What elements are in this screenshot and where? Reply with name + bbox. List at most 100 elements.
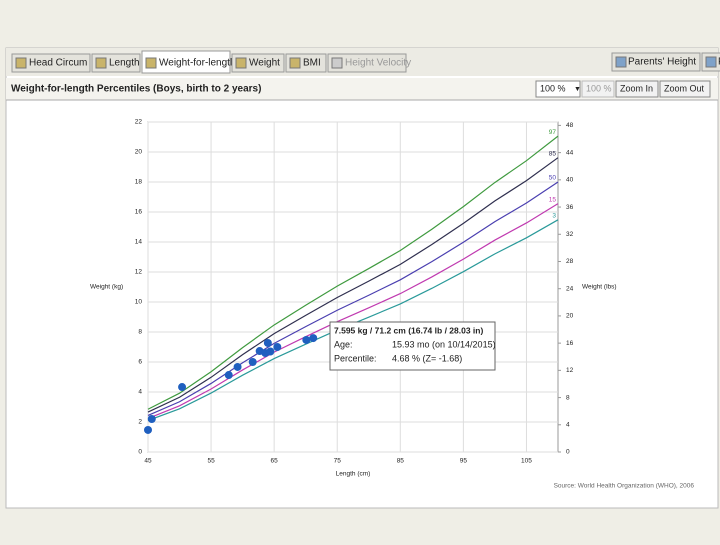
tab-icon[interactable] (235, 57, 247, 69)
y-tick-label: 10 (135, 299, 143, 306)
tab[interactable]: Length (91, 53, 141, 73)
patient-point[interactable] (309, 334, 318, 343)
y2-tick-label: 48 (566, 122, 574, 129)
tab-background[interactable] (611, 52, 701, 72)
tab-label[interactable]: Height Velocity (345, 58, 411, 69)
zoom-select-text[interactable]: 100 % (540, 83, 566, 93)
y-tick-label: 8 (138, 329, 142, 336)
percentile-label: 97 (549, 129, 557, 136)
patient-point[interactable] (224, 371, 233, 380)
tab[interactable]: Height Velocity (327, 53, 411, 73)
zoom-in-button[interactable] (615, 80, 659, 98)
zoom-controls: 100 % ▼ 100 % Zoom In Zoom Out (535, 80, 711, 98)
tab[interactable]: Head Circum (11, 53, 91, 73)
y2-tick-label: 40 (566, 177, 574, 184)
patient-point[interactable] (147, 415, 156, 423)
y2-tick-label: 8 (566, 394, 570, 401)
y2-tick-label: 24 (566, 285, 574, 292)
tooltip: 7.595 kg / 71.2 cm (16.74 lb / 28.03 in)… (329, 321, 496, 371)
percentile-line (147, 181, 559, 416)
percentile-line (147, 203, 559, 419)
y-tick-label: 4 (138, 389, 142, 396)
patient-point[interactable] (233, 362, 242, 371)
tab[interactable]: Weight-for-length (141, 50, 236, 74)
chart-title: Weight-for-length Percentiles (Boys, bir… (11, 84, 261, 95)
zoom-select[interactable] (535, 80, 581, 98)
y2-tick-label: 0 (566, 449, 570, 456)
tab[interactable]: BMI (285, 53, 327, 73)
zoom-level (581, 80, 615, 98)
tab-icon[interactable] (705, 56, 717, 68)
source: Source: World Health Organization (WHO),… (554, 483, 695, 490)
right-tab[interactable]: P (701, 52, 720, 72)
y2-tick-label: 4 (566, 422, 570, 429)
tab-label[interactable]: Length (109, 58, 140, 69)
tab-label[interactable]: BMI (303, 58, 321, 69)
x-tick-label: 45 (144, 458, 152, 465)
percentile-label: 15 (549, 196, 557, 203)
tooltip-percentile-label: Percentile: (334, 353, 377, 363)
zoom-out-text[interactable]: Zoom Out (664, 83, 705, 93)
right-tab[interactable]: Parents' Height (611, 52, 701, 72)
patient-point[interactable] (273, 343, 282, 351)
tooltip-age-label: Age: (334, 339, 353, 349)
tab-icon[interactable] (15, 57, 27, 69)
x-tick-label: 75 (334, 458, 342, 465)
y2-tick-label: 28 (566, 258, 574, 265)
tooltip-box (329, 321, 496, 371)
y2-tick-label: 36 (566, 204, 574, 211)
tooltip-age: 15.93 mo (on 10/14/2015) (392, 339, 496, 349)
y-axis-label: Weight (kg) (90, 284, 123, 291)
y-tick-label: 0 (138, 449, 142, 456)
tab-background[interactable] (141, 50, 231, 74)
x-tick-label: 105 (521, 458, 532, 465)
patient-point[interactable] (248, 358, 257, 366)
patient-point[interactable] (144, 425, 152, 434)
zoom-level-text: 100 % (586, 83, 612, 93)
y2-tick-label: 12 (566, 367, 574, 374)
patient-point[interactable] (263, 338, 272, 347)
y-tick-label: 2 (138, 419, 142, 426)
y-tick-label: 12 (135, 269, 143, 276)
tab-label[interactable]: Weight-for-length (159, 58, 236, 69)
tooltip-headline: 7.595 kg / 71.2 cm (16.74 lb / 28.03 in) (334, 325, 483, 335)
tab[interactable]: Weight (231, 53, 285, 73)
tab-label[interactable]: P (718, 57, 720, 68)
percentile-label: 3 (552, 213, 556, 220)
patient-point[interactable] (302, 335, 311, 344)
tab-label[interactable]: Weight (249, 58, 280, 69)
x-tick-label: 85 (397, 458, 405, 465)
x-axis-label: Length (cm) (336, 471, 371, 478)
y-tick-label: 14 (135, 239, 143, 246)
x-tick-label: 95 (460, 458, 468, 465)
percentile-line (147, 135, 559, 410)
y2-tick-label: 20 (566, 313, 574, 320)
tab-background[interactable] (327, 53, 407, 73)
percentile-label: 85 (549, 150, 557, 157)
x-tick-label: 55 (207, 458, 215, 465)
y-tick-label: 6 (138, 359, 142, 366)
y2-axis-label: Weight (lbs) (582, 284, 617, 291)
tab-icon[interactable] (289, 57, 301, 69)
patient-point[interactable] (178, 383, 187, 392)
y-tick-label: 18 (135, 179, 143, 186)
tab-icon[interactable] (331, 57, 343, 69)
patient-point[interactable] (266, 347, 275, 356)
tab-label[interactable]: Parents' Height (628, 57, 696, 68)
percentile-label: 50 (549, 175, 557, 182)
tab-icon[interactable] (615, 56, 627, 68)
y2-tick-label: 16 (566, 340, 574, 347)
dropdown-arrow[interactable]: ▼ (574, 86, 581, 93)
tab-icon[interactable] (95, 57, 107, 69)
y-tick-label: 16 (135, 209, 143, 216)
tab-background[interactable] (11, 53, 91, 73)
tab-icon[interactable] (145, 57, 157, 69)
zoom-in-text[interactable]: Zoom In (620, 83, 653, 93)
plot-area (147, 121, 559, 453)
tab-label[interactable]: Head Circum (29, 58, 87, 69)
zoom-out-button[interactable] (659, 80, 711, 98)
percentile-line (147, 157, 559, 413)
y-tick-label: 20 (135, 149, 143, 156)
y2-tick-label: 32 (566, 231, 574, 238)
